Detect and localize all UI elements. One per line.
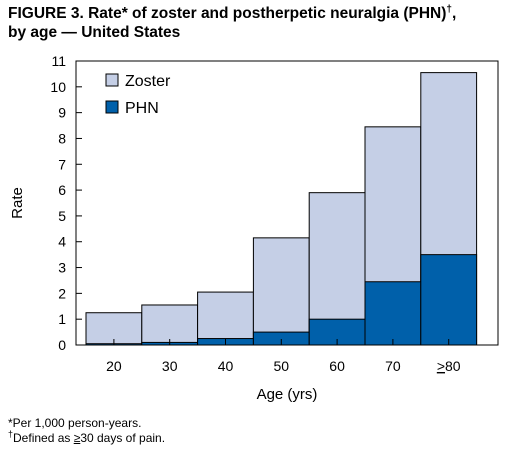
footnote-dagger-mark: † (8, 429, 14, 439)
y-axis-ticks: 0 1 2 3 4 5 6 7 8 9 10 11 (50, 53, 82, 353)
title-comma: , (451, 5, 457, 22)
legend-swatch-zoster (105, 73, 119, 87)
y-tick-label: 0 (58, 337, 66, 353)
title-dagger: † (446, 3, 452, 15)
y-tick-label: 10 (50, 79, 66, 95)
y-tick-label: 6 (58, 182, 66, 198)
x-axis-label: Age (yrs) (257, 386, 318, 403)
bar-phn-6 (420, 254, 478, 346)
x-tick-label: 20 (106, 358, 122, 374)
figure-label: FIGURE 3. (8, 5, 84, 22)
y-tick-label: 3 (58, 260, 66, 276)
y-tick-label: 1 (58, 311, 66, 327)
bar-zoster-2 (197, 291, 254, 346)
y-tick-label: 11 (51, 53, 66, 69)
chart-title-line-1: FIGURE 3. Rate* of zoster and postherpet… (8, 4, 508, 23)
chart-title-line-2: by age — United States (8, 24, 181, 41)
bar-phn-5 (364, 281, 422, 346)
x-tick-label: 70 (385, 358, 401, 374)
y-tick-label: 8 (58, 130, 66, 146)
legend-label-zoster: Zoster (125, 73, 171, 90)
bar-zoster-1 (141, 304, 199, 346)
x-axis-ticks: 20 30 40 50 60 70 >80 (106, 339, 461, 374)
y-tick-label: 5 (58, 208, 66, 224)
footnote-star: *Per 1,000 person-years. (8, 416, 142, 430)
footnote-dagger-prefix: Defined as (13, 431, 74, 445)
legend-label-phn: PHN (125, 100, 159, 117)
chart-title: FIGURE 3. Rate* of zoster and postherpet… (8, 4, 508, 42)
legend: Zoster PHN (105, 73, 171, 117)
y-tick-label: 7 (58, 156, 66, 172)
footnotes: *Per 1,000 person-years. †Defined as ≥30… (8, 416, 508, 446)
footnote-dagger: †Defined as ≥30 days of pain. (8, 429, 508, 446)
title-text: Rate* of zoster and postherpetic neuralg… (88, 5, 447, 22)
bars (85, 72, 478, 346)
footnote-ge-symbol: ≥ (73, 431, 81, 445)
footnote-dagger-rest: 30 days of pain. (80, 431, 166, 445)
y-tick-label: 4 (58, 234, 66, 250)
y-tick-label: 9 (58, 105, 66, 121)
x-tick-label: 30 (162, 358, 178, 374)
x-tick-label: 60 (329, 358, 345, 374)
x-tick-label: 50 (274, 358, 290, 374)
bar-zoster-3 (252, 237, 310, 346)
legend-swatch-phn (105, 100, 119, 114)
y-axis-label: Rate (9, 187, 26, 219)
plot-frame (75, 60, 499, 346)
y-tick-label: 2 (58, 285, 66, 301)
x-tick-label: >80 (437, 358, 461, 374)
x-tick-label: 40 (218, 358, 234, 374)
